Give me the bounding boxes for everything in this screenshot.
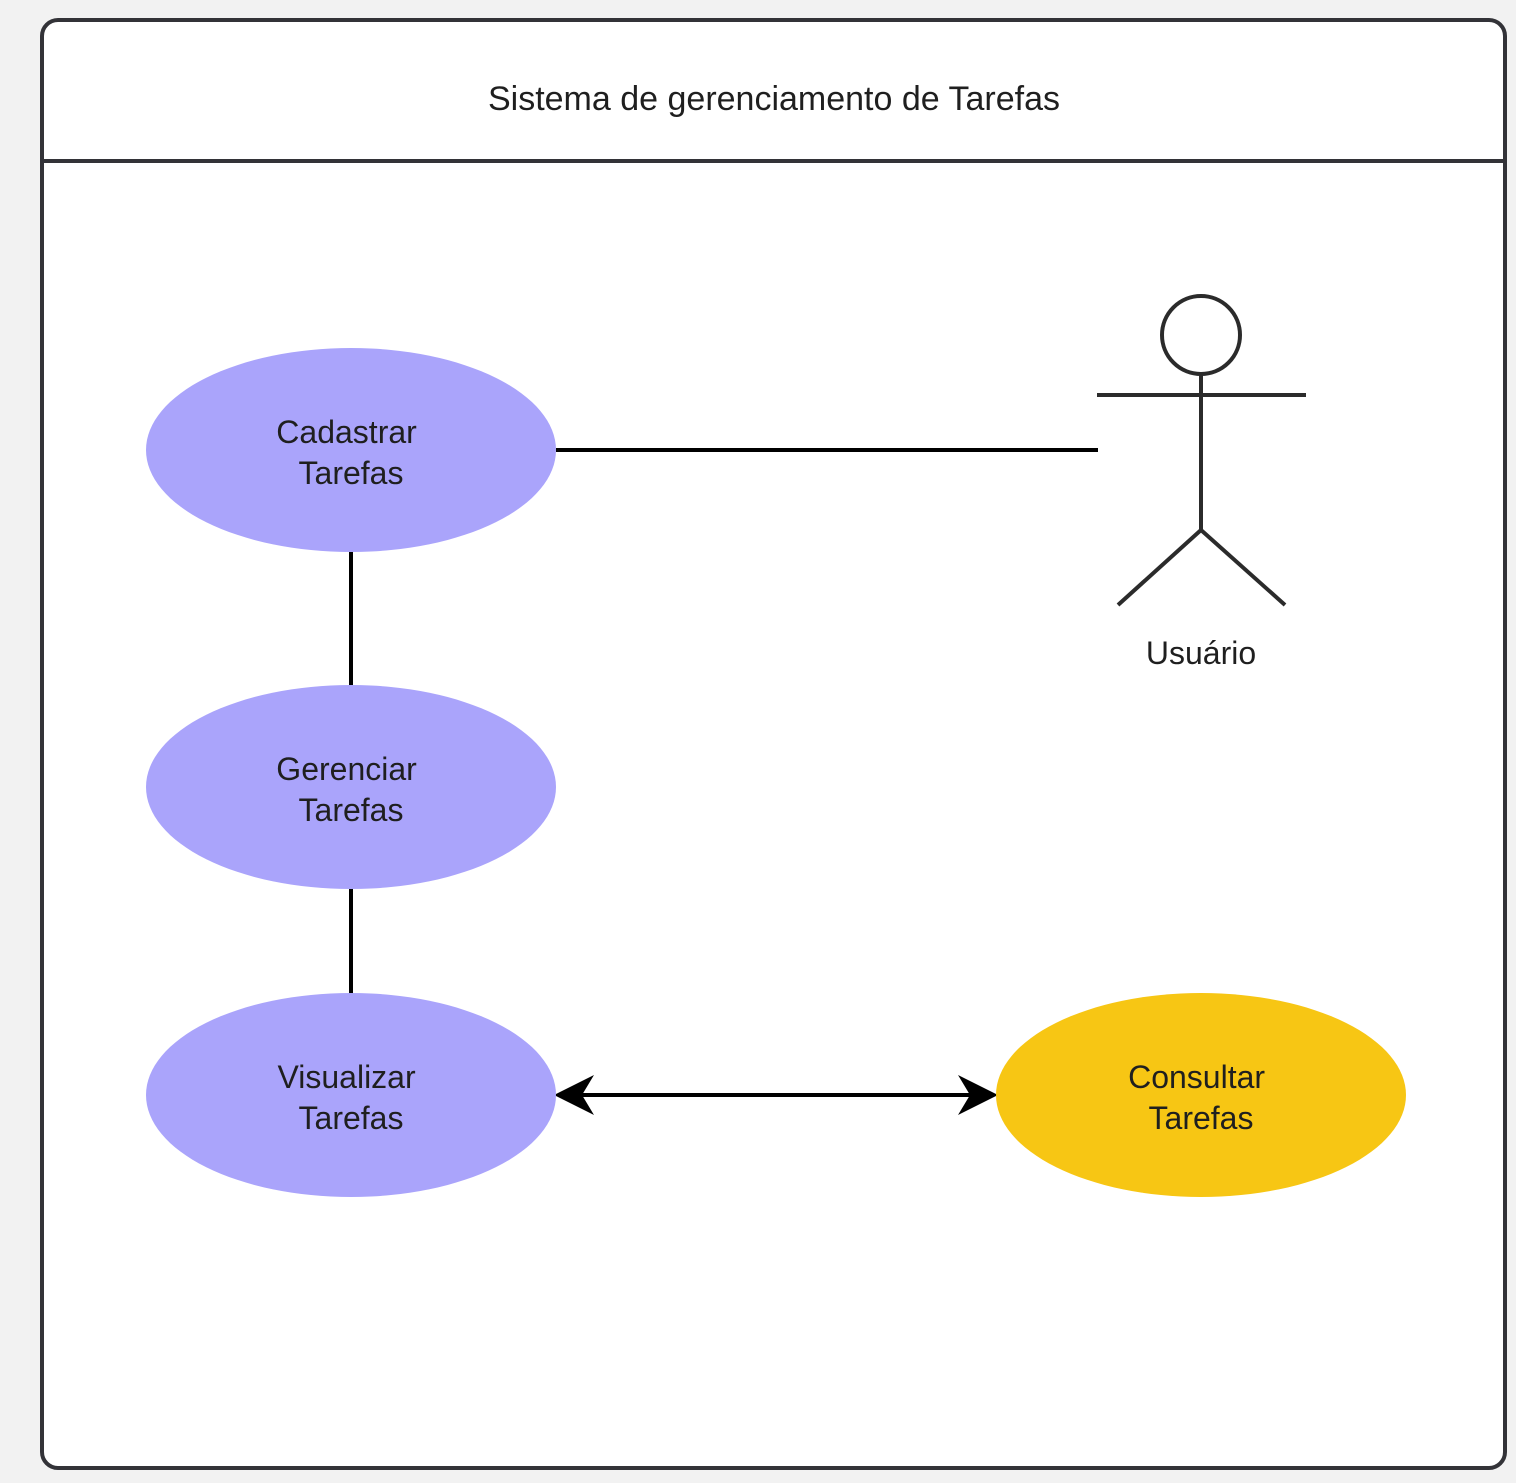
use-case-gerenciar-tarefas[interactable]: Gerenciar Tarefas bbox=[146, 685, 556, 889]
use-case-cadastrar-ellipse bbox=[146, 348, 556, 552]
use-case-consultar-ellipse bbox=[996, 993, 1406, 1197]
use-case-visualizar-ellipse bbox=[146, 993, 556, 1197]
actor-head bbox=[1160, 294, 1242, 376]
use-case-cadastrar-tarefas[interactable]: Cadastrar Tarefas bbox=[146, 348, 556, 552]
frame-title: Sistema de gerenciamento de Tarefas bbox=[488, 80, 1060, 118]
use-case-gerenciar-label: Gerenciar Tarefas bbox=[276, 751, 425, 828]
actor-usuario-label: Usuário bbox=[1146, 635, 1256, 671]
use-case-visualizar-label: Visualizar Tarefas bbox=[277, 1059, 424, 1136]
use-case-gerenciar-ellipse bbox=[146, 685, 556, 889]
actor-left-leg bbox=[1116, 528, 1203, 607]
actor-usuario[interactable] bbox=[1097, 294, 1306, 607]
actor-right-leg bbox=[1199, 528, 1287, 607]
use-case-visualizar-tarefas[interactable]: Visualizar Tarefas bbox=[146, 993, 556, 1197]
use-case-consultar-label: Consultar Tarefas bbox=[1128, 1059, 1274, 1136]
use-case-consultar-tarefas[interactable]: Consultar Tarefas bbox=[996, 993, 1406, 1197]
use-case-cadastrar-label: Cadastrar Tarefas bbox=[276, 414, 425, 491]
